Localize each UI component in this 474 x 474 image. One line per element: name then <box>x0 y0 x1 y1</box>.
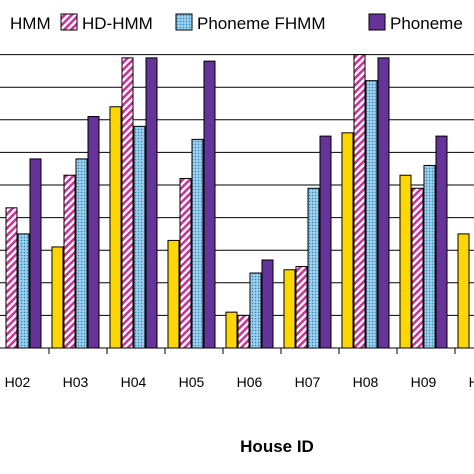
bar-h02-series-2 <box>5 207 18 349</box>
bar-h06-series-3 <box>249 272 262 349</box>
legend-label-phoneme-fhmm-2: Phoneme <box>390 14 463 33</box>
bar-h10-series-1 <box>457 233 470 349</box>
bar-h06-series-2 <box>237 314 250 349</box>
legend-label-phoneme-fhmm: Phoneme FHMM <box>197 14 325 33</box>
bars <box>5 54 470 349</box>
x-tick-label-h04: H04 <box>121 374 147 390</box>
bar-h03-series-2 <box>63 174 76 349</box>
x-tick-label-h09: H09 <box>411 374 437 390</box>
legend: HMM HD-HMM Phoneme FHMM Phoneme <box>10 13 463 33</box>
bar-h04-series-1 <box>109 106 122 349</box>
bar-h08-series-2 <box>353 54 366 349</box>
x-axis-ticks <box>48 348 456 354</box>
bar-h06-series-4 <box>261 259 274 349</box>
bar-h07-series-4 <box>319 135 332 349</box>
x-tick-labels: H02 H03 H04 H05 H06 H07 H08 H09 H10 <box>5 374 474 390</box>
bar-h05-series-4 <box>203 60 216 349</box>
bar-h05-series-3 <box>191 138 204 349</box>
bar-h06-series-1 <box>225 311 238 349</box>
bar-h04-series-3 <box>133 125 146 349</box>
bar-h08-series-3 <box>365 80 378 349</box>
bar-h08-series-4 <box>377 57 390 349</box>
x-axis-title: House ID <box>240 437 314 456</box>
legend-swatch-phoneme-fhmm <box>175 13 193 31</box>
x-tick-label-h02: H02 <box>5 374 31 390</box>
bar-h07-series-1 <box>283 269 296 349</box>
bar-h03-series-3 <box>75 158 88 349</box>
x-tick-label-h06: H06 <box>237 374 263 390</box>
bar-h02-series-4 <box>29 158 42 349</box>
bar-h04-series-2 <box>121 57 134 349</box>
bar-h02-series-3 <box>17 233 30 349</box>
legend-swatch-phoneme-fhmm-2 <box>368 13 386 31</box>
bar-h09-series-2 <box>411 187 424 349</box>
x-tick-label-h07: H07 <box>295 374 321 390</box>
bar-h03-series-4 <box>87 116 100 349</box>
x-tick-label-h08: H08 <box>353 374 379 390</box>
bar-h07-series-3 <box>307 187 320 349</box>
bar-h05-series-1 <box>167 239 180 349</box>
x-tick-label-h10: H10 <box>469 374 474 390</box>
bar-h08-series-1 <box>341 132 354 349</box>
bar-h03-series-1 <box>51 246 64 349</box>
bar-h07-series-2 <box>295 266 308 349</box>
legend-swatch-hd-hmm <box>60 13 78 31</box>
bar-h09-series-4 <box>435 135 448 349</box>
x-tick-label-h05: H05 <box>179 374 205 390</box>
bar-h05-series-2 <box>179 177 192 349</box>
bar-h09-series-3 <box>423 164 436 349</box>
bar-h09-series-1 <box>399 174 412 349</box>
legend-label-hmm: HMM <box>10 14 51 33</box>
legend-label-hd-hmm: HD-HMM <box>82 14 153 33</box>
bar-h04-series-4 <box>145 57 158 349</box>
x-tick-label-h03: H03 <box>63 374 89 390</box>
